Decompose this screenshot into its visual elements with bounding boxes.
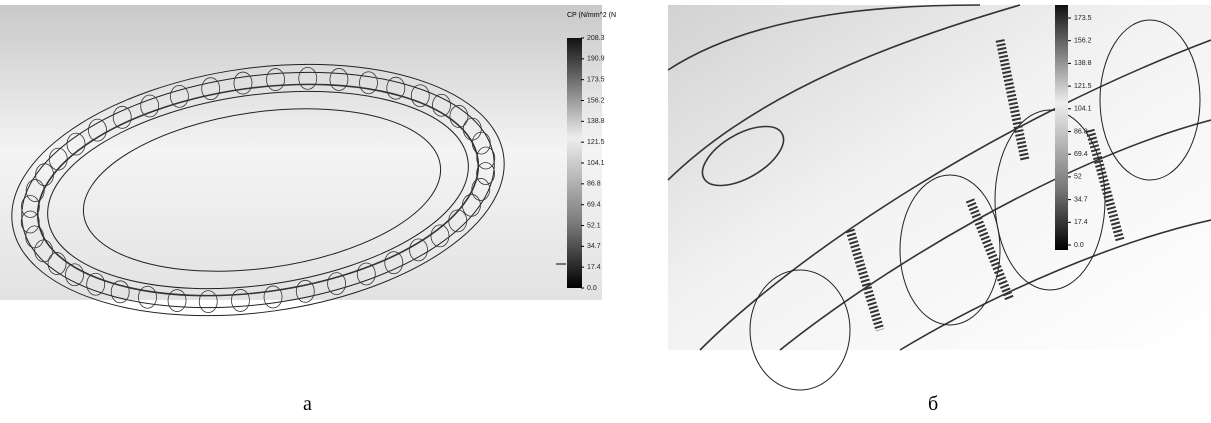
tick-label: 208.3 bbox=[587, 35, 605, 42]
tick-label: 52.1 bbox=[587, 222, 601, 229]
ball bbox=[25, 225, 45, 249]
ring-outline bbox=[47, 90, 469, 290]
ball bbox=[233, 71, 253, 95]
render-background bbox=[0, 5, 602, 300]
ball bbox=[409, 238, 428, 262]
ball bbox=[471, 178, 491, 201]
caption: а bbox=[303, 393, 312, 415]
ball bbox=[112, 105, 132, 129]
balls bbox=[20, 66, 496, 314]
ball-outline bbox=[749, 269, 851, 391]
tick-label: 156.2 bbox=[1074, 38, 1092, 45]
ball bbox=[410, 84, 430, 108]
ball bbox=[359, 71, 378, 95]
tick-label: 34.7 bbox=[1074, 196, 1088, 203]
colorbar bbox=[1055, 5, 1068, 250]
tick-label: 104.1 bbox=[587, 160, 605, 167]
tick-label: 52 bbox=[1074, 174, 1082, 181]
ball bbox=[201, 77, 221, 101]
tick-label: 190.9 bbox=[587, 56, 605, 63]
ring-outline bbox=[21, 71, 495, 309]
ball bbox=[140, 94, 160, 118]
ball bbox=[138, 285, 157, 309]
render-background bbox=[668, 5, 1211, 350]
colorbar-ticks: 208.3 190.9 173.5 156.2 138.8 121.5 104.1 86.8 6… bbox=[581, 35, 605, 292]
colorbar-title: CP (N/mm^2 (N bbox=[567, 12, 616, 19]
ball bbox=[231, 289, 250, 312]
ball bbox=[448, 209, 468, 233]
ring-outline bbox=[11, 63, 505, 317]
ball bbox=[263, 285, 283, 309]
tick-label: 69.4 bbox=[1074, 151, 1088, 158]
ball bbox=[327, 272, 346, 295]
ball bbox=[449, 105, 469, 128]
ring-inner bbox=[82, 108, 442, 272]
ball bbox=[476, 146, 496, 170]
tick-label: 17.4 bbox=[587, 264, 601, 271]
ball bbox=[295, 279, 315, 303]
ball bbox=[471, 131, 491, 155]
ball bbox=[66, 132, 86, 156]
ball bbox=[476, 162, 495, 185]
ball bbox=[25, 179, 45, 202]
ball bbox=[65, 263, 84, 287]
ball bbox=[384, 251, 404, 275]
tick-label: 34.7 bbox=[587, 243, 601, 250]
ball bbox=[167, 289, 187, 312]
tick-label: 69.4 bbox=[587, 202, 601, 209]
tick-label: 86.8 bbox=[1074, 128, 1088, 135]
tick-label: 156.2 bbox=[587, 97, 605, 104]
tick-label: 138.8 bbox=[1074, 60, 1092, 67]
ball bbox=[48, 147, 68, 171]
ball-outline bbox=[899, 174, 1001, 326]
ball bbox=[88, 118, 107, 142]
ball bbox=[329, 68, 349, 91]
panel-a: CP (N/mm^2 (N 208.3 190.9 173.5 156.2 138.8 1… bbox=[0, 5, 616, 317]
ball bbox=[35, 163, 54, 187]
ball bbox=[430, 224, 450, 248]
ball bbox=[462, 193, 481, 217]
ball-outline bbox=[1099, 19, 1201, 181]
panel-b: 173.5 156.2 138.8 121.5 104.1 86.8 69.4 52 34.7 1… bbox=[667, 4, 1211, 391]
pressure-arrows bbox=[845, 39, 1125, 332]
ball bbox=[86, 272, 106, 296]
ball bbox=[432, 93, 451, 117]
tick-label: 173.5 bbox=[1074, 15, 1092, 22]
ball bbox=[170, 85, 189, 108]
tick-label: 17.4 bbox=[1074, 219, 1088, 226]
caption: б bbox=[928, 393, 938, 415]
ball bbox=[266, 68, 285, 91]
tick-label: 0.0 bbox=[1074, 242, 1084, 249]
ball bbox=[47, 252, 67, 275]
ball bbox=[21, 195, 40, 218]
ball bbox=[20, 210, 40, 234]
tick-label: 104.1 bbox=[1074, 106, 1092, 113]
ball bbox=[110, 280, 130, 304]
tick-label: 173.5 bbox=[587, 77, 605, 84]
ball bbox=[356, 262, 376, 286]
colorbar bbox=[567, 38, 582, 288]
tick-label: 121.5 bbox=[1074, 83, 1092, 90]
colorbar-ticks: 173.5 156.2 138.8 121.5 104.1 86.8 69.4 52 34.7 1… bbox=[1068, 15, 1092, 249]
ball bbox=[198, 290, 218, 314]
tick-label: 86.8 bbox=[587, 181, 601, 188]
tick-label: 0.0 bbox=[587, 285, 597, 292]
hole bbox=[701, 125, 785, 187]
ball bbox=[386, 76, 406, 100]
ball bbox=[298, 66, 318, 90]
ring-outline bbox=[36, 83, 480, 297]
rail-lines bbox=[667, 4, 1211, 351]
tick-label: 121.5 bbox=[587, 139, 605, 146]
ball-outline bbox=[994, 109, 1106, 291]
tick-label: 138.8 bbox=[587, 118, 605, 125]
